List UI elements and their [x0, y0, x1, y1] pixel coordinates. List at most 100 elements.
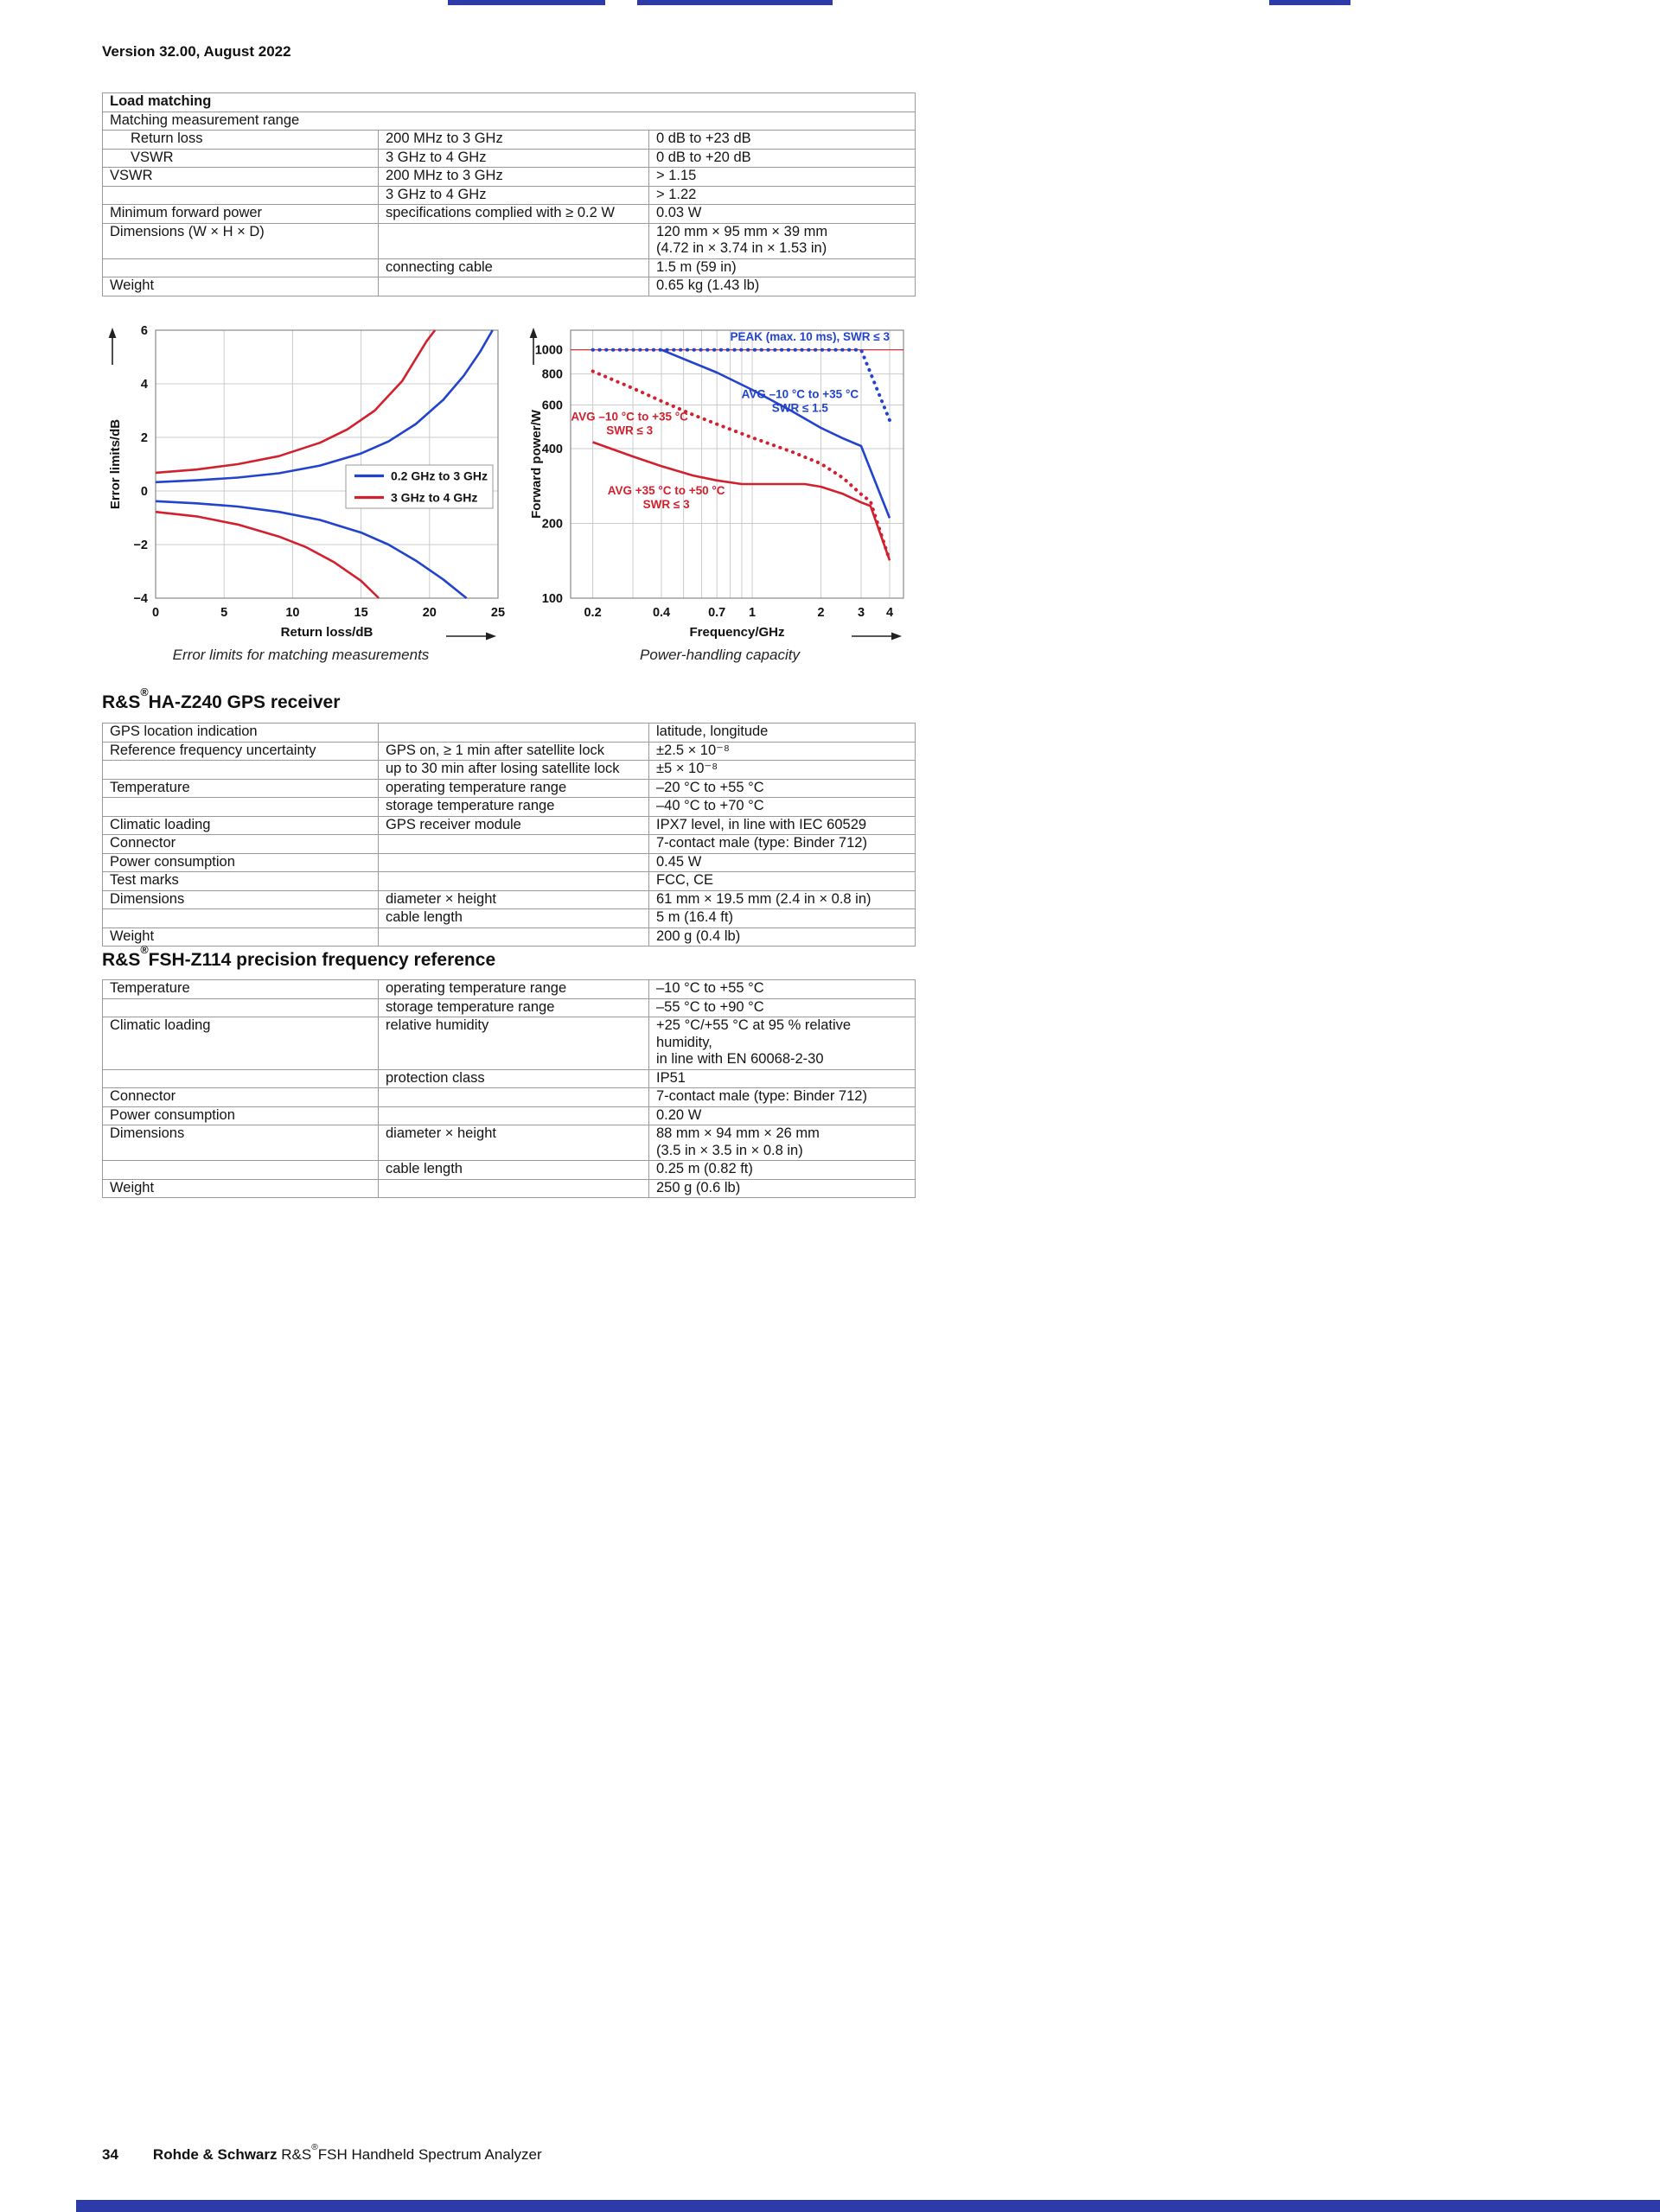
table-cell: IPX7 level, in line with IEC 60529	[648, 815, 916, 835]
chart-series	[591, 347, 891, 423]
table-row: cable length 0.25 m (0.82 ft)	[102, 1160, 916, 1180]
table-cell: 3 GHz to 4 GHz	[378, 185, 649, 205]
table-row: Minimum forward power specifications comp…	[102, 204, 916, 224]
table-cell: Weight	[102, 277, 379, 296]
chart-series	[155, 500, 468, 600]
z114-table: Temperature operating temperature range –1…	[102, 979, 916, 1198]
table-cell: Test marks	[102, 871, 379, 891]
tick-label: 0.2	[584, 606, 601, 620]
table-row: storage temperature range –55 °C to +90 °…	[102, 998, 916, 1017]
table-cell: storage temperature range	[378, 998, 649, 1017]
table-cell: 1.5 m (59 in)	[648, 258, 916, 277]
table-cell: IP51	[648, 1068, 916, 1088]
table-cell	[102, 258, 379, 277]
table-cell: 120 mm × 95 mm × 39 mm (4.72 in × 3.74 in…	[648, 222, 916, 259]
table-row: protection class IP51	[102, 1068, 916, 1088]
table-cell: 0.65 kg (1.43 lb)	[648, 277, 916, 296]
product-name-prefix: R&S	[281, 2146, 312, 2163]
tick-label: 5	[220, 606, 227, 620]
table-row: Reference frequency uncertainty GPS on, ≥…	[102, 741, 916, 761]
table-cell	[378, 277, 649, 296]
tick-label: 2	[817, 606, 824, 620]
tick-label: 100	[542, 592, 563, 606]
table-cell: –10 °C to +55 °C	[648, 979, 916, 999]
section-heading-gps-receiver: R&S®HA-Z240 GPS receiver	[102, 686, 340, 713]
table-cell: Dimensions	[102, 889, 379, 909]
table-cell: cable length	[378, 1160, 649, 1180]
tick-label: −2	[133, 539, 148, 552]
table-cell: 3 GHz to 4 GHz	[378, 148, 649, 168]
table-cell: operating temperature range	[378, 778, 649, 798]
table-row: Power consumption 0.45 W	[102, 852, 916, 872]
table-cell	[102, 998, 379, 1017]
gps-table: GPS location indication latitude, longit…	[102, 723, 916, 947]
table-row: Power consumption 0.20 W	[102, 1106, 916, 1125]
table-cell: +25 °C/+55 °C at 95 % relative humidity,…	[648, 1017, 916, 1070]
table-cell: Temperature	[102, 979, 379, 999]
table-cell	[378, 927, 649, 947]
table-cell: Minimum forward power	[102, 204, 379, 224]
table-row: cable length 5 m (16.4 ft)	[102, 908, 916, 928]
tick-label: 0.4	[653, 606, 670, 620]
footer-bar	[76, 2200, 1660, 2212]
table-cell: 7-contact male (type: Binder 712)	[648, 834, 916, 854]
table-row: GPS location indication latitude, longit…	[102, 723, 916, 743]
table-cell: relative humidity	[378, 1017, 649, 1070]
table-row: Test marks FCC, CE	[102, 871, 916, 891]
registered-mark: ®	[311, 2142, 318, 2152]
table-cell: –40 °C to +70 °C	[648, 797, 916, 817]
tick-label: 2	[141, 431, 148, 445]
tick-label: 3	[858, 606, 865, 620]
table-cell	[378, 1087, 649, 1107]
table-cell: 61 mm × 19.5 mm (2.4 in × 0.8 in)	[648, 889, 916, 909]
table-row: Weight 0.65 kg (1.43 lb)	[102, 277, 916, 296]
chart-series	[591, 369, 891, 563]
table-cell: VSWR	[102, 148, 379, 168]
table-cell	[102, 1160, 379, 1180]
heading-prefix: R&S	[102, 692, 141, 712]
chart-caption-error-limits: Error limits for matching measurements	[172, 647, 430, 663]
table-cell: Connector	[102, 1087, 379, 1107]
y-axis-label: Error limits/dB	[108, 419, 123, 509]
legend-box	[345, 464, 494, 509]
table-cell: Connector	[102, 834, 379, 854]
table-cell: Return loss	[102, 130, 379, 150]
tick-label: 10	[285, 606, 299, 620]
gps-receiver-table-box: GPS location indication latitude, longit…	[102, 723, 916, 947]
z114-table-box: Temperature operating temperature range –1…	[102, 979, 916, 1198]
table-cell: GPS receiver module	[378, 815, 649, 835]
table-cell: Load matching	[102, 92, 916, 112]
table-row: Matching measurement range	[102, 111, 916, 131]
table-cell: ±5 × 10⁻⁸	[648, 760, 916, 780]
table-cell: diameter × height	[378, 1125, 649, 1161]
table-cell: diameter × height	[378, 889, 649, 909]
table-cell: 0.03 W	[648, 204, 916, 224]
legend-label: 3 GHz to 4 GHz	[391, 491, 477, 505]
table-row: Dimensions diameter × height 61 mm × 19.5 …	[102, 889, 916, 909]
table-cell	[378, 1178, 649, 1198]
y-axis-arrowhead	[108, 328, 117, 338]
chart-series	[155, 329, 494, 484]
table-cell: > 1.22	[648, 185, 916, 205]
table-cell: 0.20 W	[648, 1106, 916, 1125]
section-heading-z114: R&S®FSH-Z114 precision frequency referen…	[102, 944, 495, 971]
table-row: VSWR 200 MHz to 3 GHz > 1.15	[102, 167, 916, 187]
series-annotation: SWR ≤ 3	[643, 498, 690, 511]
x-axis-label: Return loss/dB	[281, 625, 374, 640]
table-cell: Temperature	[102, 778, 379, 798]
table-cell: up to 30 min after losing satellite lock	[378, 760, 649, 780]
chart-caption-power-handling: Power-handling capacity	[640, 647, 800, 663]
table-cell	[102, 185, 379, 205]
table-cell: > 1.15	[648, 167, 916, 187]
table-row: up to 30 min after losing satellite lock…	[102, 760, 916, 780]
legend-label: 0.2 GHz to 3 GHz	[391, 469, 488, 483]
table-cell: –20 °C to +55 °C	[648, 778, 916, 798]
chart-series	[661, 348, 891, 519]
table-row: Connector 7-contact male (type: Binder 7…	[102, 834, 916, 854]
table-row: Temperature operating temperature range –1…	[102, 979, 916, 999]
table-cell: specifications complied with ≥ 0.2 W	[378, 204, 649, 224]
tick-label: −4	[133, 592, 148, 606]
table-cell: Reference frequency uncertainty	[102, 741, 379, 761]
version-line: Version 32.00, August 2022	[102, 43, 291, 60]
tick-label: 200	[542, 518, 563, 532]
